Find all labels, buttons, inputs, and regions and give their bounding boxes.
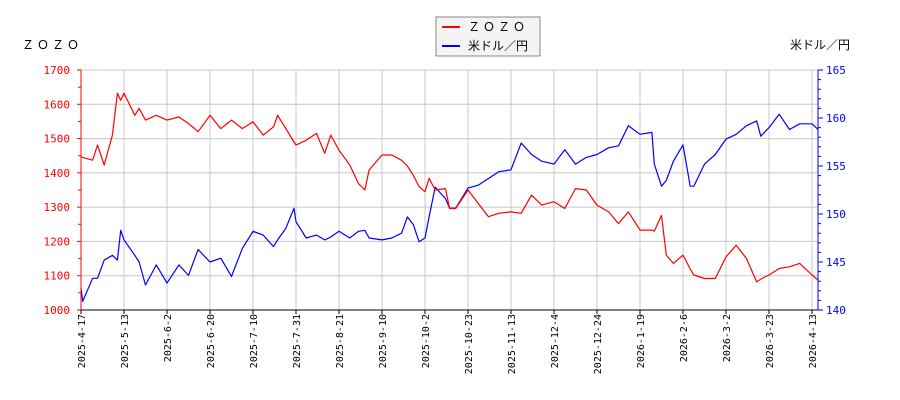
x-axis-tick-label: 2025-6-2 (163, 314, 174, 362)
left-axis-tick-label: 1000 (44, 304, 71, 317)
x-axis-tick-label: 2026-1-19 (636, 314, 647, 368)
x-axis-tick-label: 2025-10-23 (464, 314, 475, 374)
legend-box (435, 16, 541, 57)
right-axis-tick-label: 140 (826, 304, 846, 317)
x-axis-tick-label: 2026-2-6 (679, 314, 690, 362)
x-axis-tick-label: 2026-3-2 (722, 314, 733, 362)
x-axis-tick-label: 2025-8-21 (335, 314, 346, 368)
usdjpy-line (80, 113, 819, 302)
x-axis-tick-label: 2025-6-20 (206, 314, 217, 368)
right-axis-title: 米ドル／円 (790, 38, 850, 52)
legend-label-usdjpy: 米ドル／円 (468, 39, 528, 53)
x-axis-tick-label: 2026-3-23 (765, 314, 776, 368)
legend-label-zozo: ＺＯＺＯ (468, 20, 528, 34)
left-axis-tick-label: 1300 (44, 201, 71, 214)
left-axis-tick-label: 1200 (44, 235, 71, 248)
x-axis-tick-label: 2025-10-2 (421, 314, 432, 368)
left-axis-tick-label: 1500 (44, 133, 71, 146)
x-axis-tick-label: 2025-4-17 (77, 314, 88, 368)
left-axis-tick-label: 1700 (44, 64, 71, 77)
x-axis-tick-label: 2025-12-4 (550, 314, 561, 368)
x-axis-tick-label: 2025-11-13 (507, 314, 518, 374)
right-axis-tick-label: 145 (826, 256, 846, 269)
right-axis-tick-label: 160 (826, 112, 846, 125)
x-axis-tick-label: 2025-7-31 (292, 314, 303, 368)
left-axis-tick-label: 1600 (44, 98, 71, 111)
x-axis-tick-label: 2025-9-10 (378, 314, 389, 368)
x-axis-tick-label: 2026-4-13 (808, 314, 819, 368)
legend: ＺＯＺＯ 米ドル／円 (435, 16, 541, 57)
axes: 1000 1100 1200 1300 1400 1500 1600 1700 2025-4-1… (44, 64, 846, 374)
right-axis-tick-label: 155 (826, 160, 846, 173)
grid (81, 69, 818, 311)
x-axis-tick-label: 2025-7-10 (249, 314, 260, 368)
right-axis-tick-label: 165 (826, 64, 846, 77)
left-axis-title: ＺＯＺＯ (22, 38, 82, 52)
left-axis-tick-label: 1100 (44, 270, 71, 283)
x-axis-tick-label: 2025-12-24 (593, 314, 604, 374)
zozo-line (80, 92, 819, 283)
right-axis-tick-label: 150 (826, 208, 846, 221)
series-lines (80, 92, 819, 302)
x-axis-tick-label: 2025-5-13 (120, 314, 131, 368)
left-axis-tick-label: 1400 (44, 167, 71, 180)
